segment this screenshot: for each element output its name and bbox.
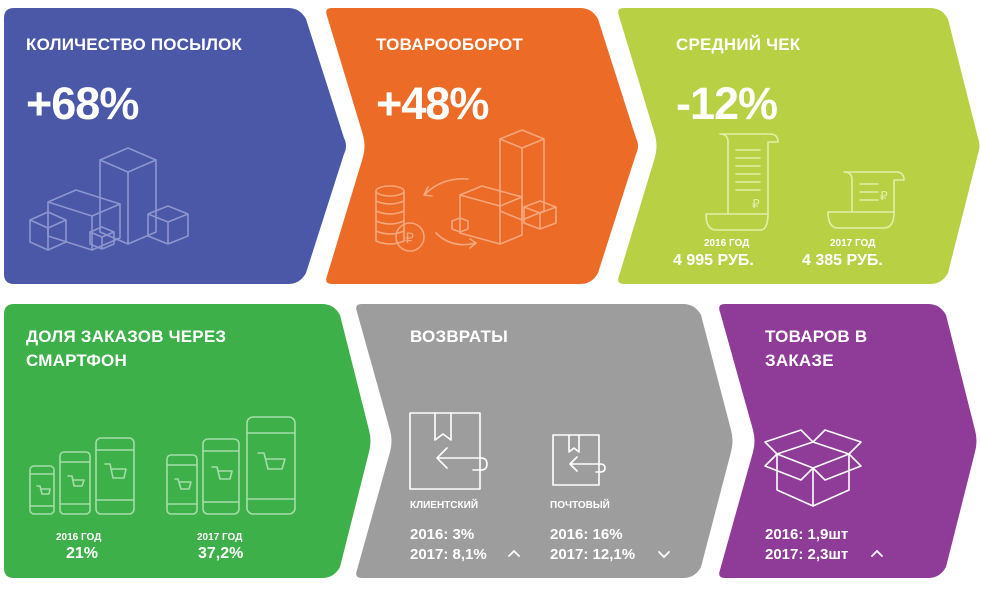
avg-check-title: СРЕДНИЙ ЧЕК [676,35,801,54]
returns-title: ВОЗВРАТЫ [410,327,508,346]
parcels-value: +68% [26,78,139,129]
avg-check-value: -12% [676,78,778,129]
boxes-icon [29,147,189,251]
svg-text:₽: ₽ [880,189,888,203]
items-title-line1: ТОВАРОВ В [765,327,868,346]
svg-text:₽: ₽ [405,231,414,247]
items-trend-up-icon [871,549,883,557]
items-title-line2: ЗАКАЗЕ [765,351,834,370]
returns-client-2016: 2016: 3% [410,526,475,543]
return-box-large-icon [409,412,488,490]
trend-down-icon [658,551,670,559]
receipt-short-icon: ₽ [827,171,905,229]
returns-postal-2016: 2016: 16% [550,526,623,543]
avg-check-2016-amount: 4 995 РУБ. [673,252,754,269]
returns-panel [356,304,733,578]
parcels-title: КОЛИЧЕСТВО ПОСЫЛОК [26,35,243,54]
coins-boxes-cycle-icon: ₽ [375,129,557,252]
returns-client-label: КЛИЕНТСКИЙ [410,500,479,511]
avg-check-2016-label: 2016 ГОД [704,238,750,249]
smartphone-2017-label: 2017 ГОД [197,532,243,543]
returns-postal-2017: 2017: 12,1% [550,546,636,563]
items-panel [719,304,977,578]
trend-up-icon [508,549,520,557]
turnover-title: ТОВАРООБОРОТ [376,35,524,54]
items-2016: 2016: 1,9шт [765,526,849,543]
returns-postal-label: ПОЧТОВЫЙ [550,500,610,511]
smartphone-title-line1: ДОЛЯ ЗАКАЗОВ ЧЕРЕЗ [26,327,227,346]
avg-check-panel [618,8,980,284]
receipt-long-icon: ₽ [705,133,779,231]
avg-check-2017-amount: 4 385 РУБ. [802,252,883,269]
items-2017: 2017: 2,3шт [765,546,849,563]
phones-2017-icon [166,416,296,515]
return-box-small-icon [552,434,606,486]
svg-text:₽: ₽ [752,197,760,211]
smartphone-2016-label: 2016 ГОД [56,532,102,543]
smartphone-2017-value: 37,2% [198,545,244,562]
open-box-icon [764,429,862,507]
avg-check-2017-label: 2017 ГОД [830,238,876,249]
phones-2016-icon [29,437,135,515]
smartphone-title-line2: СМАРТФОН [26,351,127,370]
turnover-value: +48% [376,78,489,129]
smartphone-2016-value: 21% [66,545,99,562]
returns-client-2017: 2017: 8,1% [410,546,487,563]
